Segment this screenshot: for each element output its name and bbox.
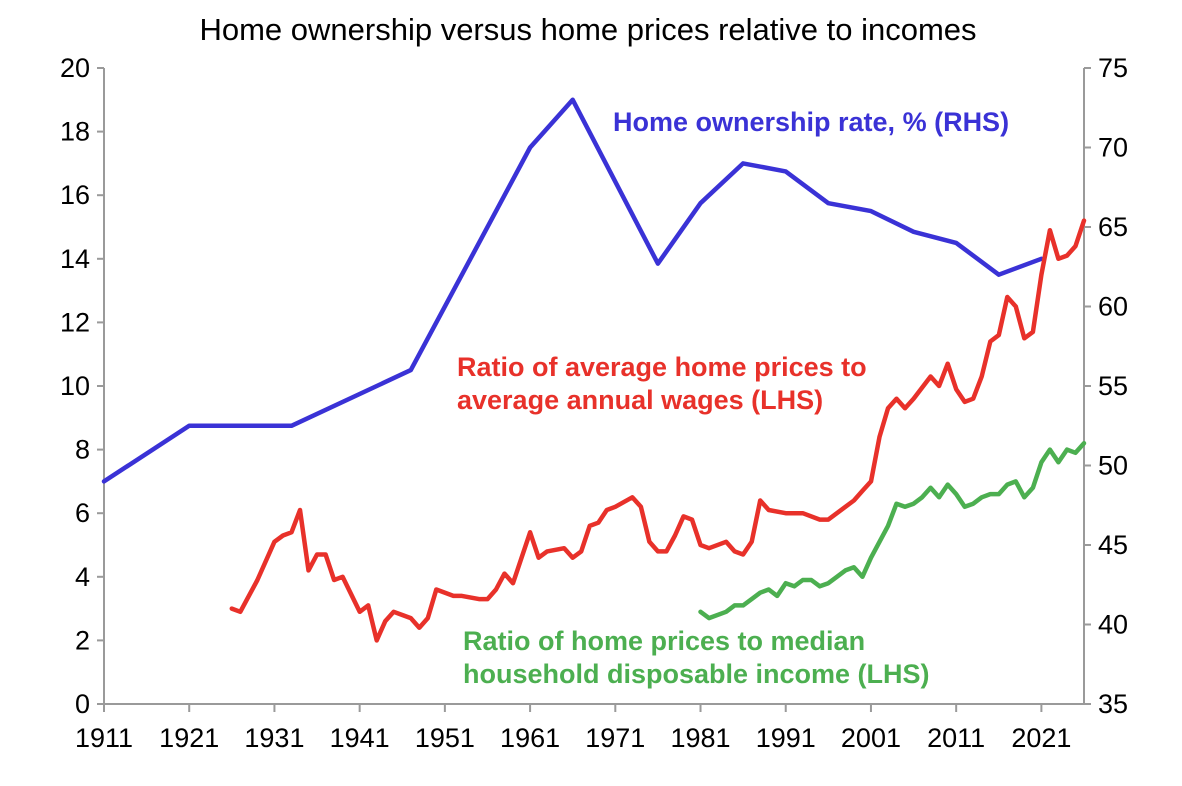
left-tick-label: 10 [60, 371, 90, 401]
x-tick-label: 1961 [500, 723, 560, 753]
series-line-ownership [101, 97, 1044, 484]
series-label-median: household disposable income (LHS) [463, 659, 930, 689]
left-tick-label: 2 [75, 625, 90, 655]
series-label-wages: Ratio of average home prices to [457, 352, 867, 382]
left-tick-label: 14 [60, 244, 90, 274]
right-tick-label: 40 [1098, 610, 1128, 640]
x-tick-label: 1921 [159, 723, 219, 753]
left-tick-label: 18 [60, 117, 90, 147]
left-tick-label: 20 [60, 53, 90, 83]
annotations: Home ownership rate, % (RHS) Ratio of ave… [457, 107, 1009, 689]
x-tick-label: 1941 [330, 723, 390, 753]
x-tick-label: 1911 [75, 723, 133, 753]
axes: 0 2 4 6 8 10 12 14 16 18 20 35 40 45 50 55 60 65 70 75 1911 1… [60, 53, 1128, 753]
right-tick-label: 65 [1098, 212, 1128, 242]
right-tick-label: 60 [1098, 292, 1128, 322]
chart-title: Home ownership versus home prices relati… [199, 12, 976, 47]
left-tick-label: 4 [75, 562, 90, 592]
x-tick-label: 2021 [1011, 723, 1071, 753]
series-label-wages: average annual wages (LHS) [457, 385, 823, 415]
x-tick-label: 1991 [756, 723, 816, 753]
x-tick-label: 2001 [841, 723, 901, 753]
left-tick-label: 0 [75, 689, 90, 719]
series-label-median: Ratio of home prices to median [463, 626, 865, 656]
left-tick-label: 12 [60, 307, 90, 337]
left-tick-label: 8 [75, 435, 90, 465]
right-tick-label: 45 [1098, 530, 1128, 560]
right-tick-label: 50 [1098, 451, 1128, 481]
left-tick-label: 6 [75, 498, 90, 528]
right-tick-label: 55 [1098, 371, 1128, 401]
series-layer [101, 97, 1087, 643]
right-tick-label: 70 [1098, 133, 1128, 163]
x-tick-label: 2011 [927, 723, 985, 753]
x-tick-label: 1981 [670, 723, 730, 753]
series-line-median [698, 440, 1087, 621]
x-tick-label: 1951 [415, 723, 475, 753]
series-label-ownership: Home ownership rate, % (RHS) [613, 107, 1009, 137]
right-tick-label: 35 [1098, 689, 1128, 719]
x-tick-label: 1931 [244, 723, 304, 753]
x-tick-label: 1971 [585, 723, 645, 753]
series-line-wages [229, 218, 1087, 643]
right-tick-label: 75 [1098, 53, 1128, 83]
left-tick-label: 16 [60, 180, 90, 210]
